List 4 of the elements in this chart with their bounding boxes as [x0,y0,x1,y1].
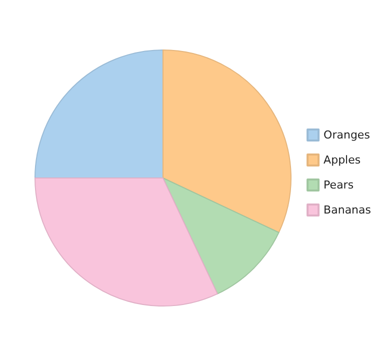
legend-label: Oranges [324,128,370,142]
legend-label: Pears [324,178,354,192]
legend-label: Bananas [324,204,372,216]
legend-label: Apples [324,154,361,166]
